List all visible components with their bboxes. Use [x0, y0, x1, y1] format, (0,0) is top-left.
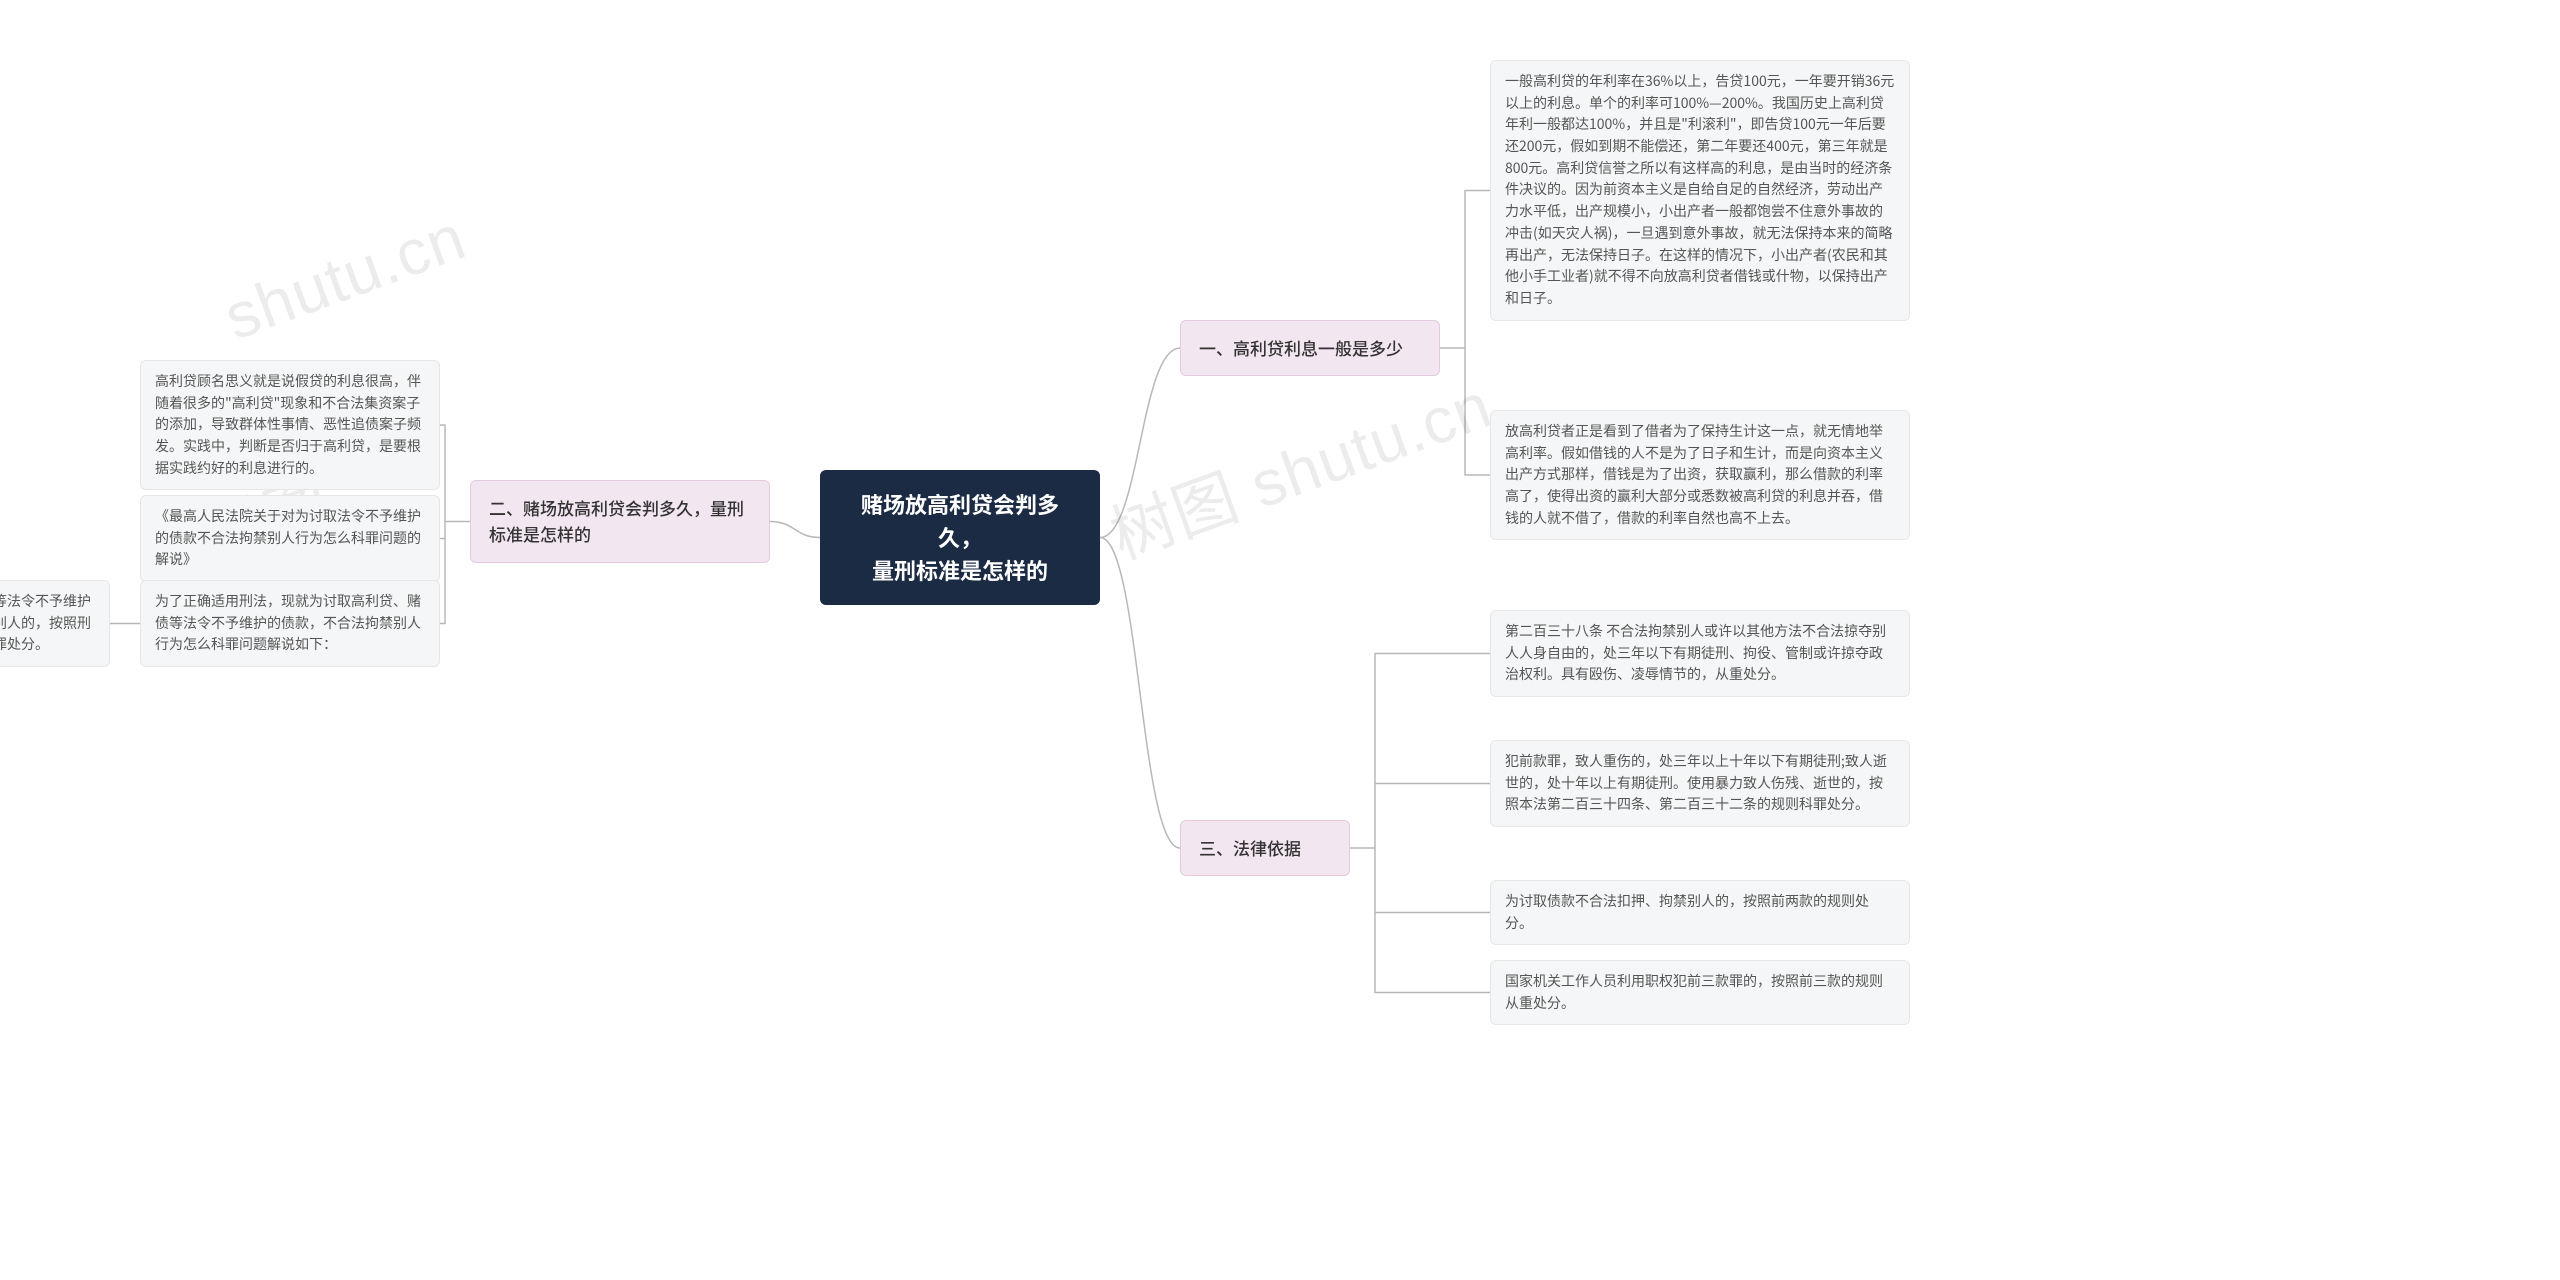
leaf-1b-text: 放高利贷者正是看到了借者为了保持生计这一点，就无情地举高利率。假如借钱的人不是为… — [1505, 421, 1883, 528]
branch-3-label: 三、法律依据 — [1199, 835, 1301, 860]
leaf-2c: 为了正确适用刑法，现就为讨取高利贷、赌债等法令不予维护的债款，不合法拘禁别人行为… — [140, 580, 440, 667]
branch-2: 二、赌场放高利贷会判多久，量刑标准是怎样的 — [470, 480, 770, 563]
leaf-2c-1-text: 行为人为讨取高利贷、赌债等法令不予维护的债款，不合法扣押、拘禁别人的，按照刑法第… — [0, 591, 91, 654]
leaf-1b: 放高利贷者正是看到了借者为了保持生计这一点，就无情地举高利率。假如借钱的人不是为… — [1490, 410, 1910, 540]
leaf-1a-text: 一般高利贷的年利率在36%以上，告贷100元，一年要开销36元以上的利息。单个的… — [1505, 71, 1894, 308]
branch-1: 一、高利贷利息一般是多少 — [1180, 320, 1440, 376]
leaf-3b-text: 犯前款罪，致人重伤的，处三年以上十年以下有期徒刑;致人逝世的，处十年以上有期徒刑… — [1505, 751, 1887, 814]
branch-1-label: 一、高利贷利息一般是多少 — [1199, 335, 1403, 360]
leaf-3a-text: 第二百三十八条 不合法拘禁别人或许以其他方法不合法掠夺别人人身自由的，处三年以下… — [1505, 621, 1886, 684]
branch-2-label: 二、赌场放高利贷会判多久，量刑标准是怎样的 — [489, 495, 744, 546]
leaf-3d: 国家机关工作人员利用职权犯前三款罪的，按照前三款的规则从重处分。 — [1490, 960, 1910, 1025]
leaf-2c-text: 为了正确适用刑法，现就为讨取高利贷、赌债等法令不予维护的债款，不合法拘禁别人行为… — [155, 591, 421, 654]
root-text: 赌场放高利贷会判多久，量刑标准是怎样的 — [861, 488, 1059, 586]
leaf-3b: 犯前款罪，致人重伤的，处三年以上十年以下有期徒刑;致人逝世的，处十年以上有期徒刑… — [1490, 740, 1910, 827]
leaf-3d-text: 国家机关工作人员利用职权犯前三款罪的，按照前三款的规则从重处分。 — [1505, 971, 1883, 1013]
leaf-2b-text: 《最高人民法院关于对为讨取法令不予维护的债款不合法拘禁别人行为怎么科罪问题的解说… — [155, 506, 421, 569]
leaf-2a-text: 高利贷顾名思义就是说假贷的利息很高，伴随着很多的"高利贷"现象和不合法集资案子的… — [155, 371, 421, 478]
leaf-3c: 为讨取债款不合法扣押、拘禁别人的，按照前两款的规则处分。 — [1490, 880, 1910, 945]
leaf-2b: 《最高人民法院关于对为讨取法令不予维护的债款不合法拘禁别人行为怎么科罪问题的解说… — [140, 495, 440, 582]
leaf-1a: 一般高利贷的年利率在36%以上，告贷100元，一年要开销36元以上的利息。单个的… — [1490, 60, 1910, 321]
watermark: shutu.cn — [215, 199, 475, 354]
leaf-3c-text: 为讨取债款不合法扣押、拘禁别人的，按照前两款的规则处分。 — [1505, 891, 1869, 933]
branch-3: 三、法律依据 — [1180, 820, 1350, 876]
mindmap-root: 赌场放高利贷会判多久，量刑标准是怎样的 — [820, 470, 1100, 605]
leaf-2a: 高利贷顾名思义就是说假贷的利息很高，伴随着很多的"高利贷"现象和不合法集资案子的… — [140, 360, 440, 490]
leaf-3a: 第二百三十八条 不合法拘禁别人或许以其他方法不合法掠夺别人人身自由的，处三年以下… — [1490, 610, 1910, 697]
leaf-2c-1: 行为人为讨取高利贷、赌债等法令不予维护的债款，不合法扣押、拘禁别人的，按照刑法第… — [0, 580, 110, 667]
watermark: 树图 shutu.cn — [1096, 355, 1502, 578]
